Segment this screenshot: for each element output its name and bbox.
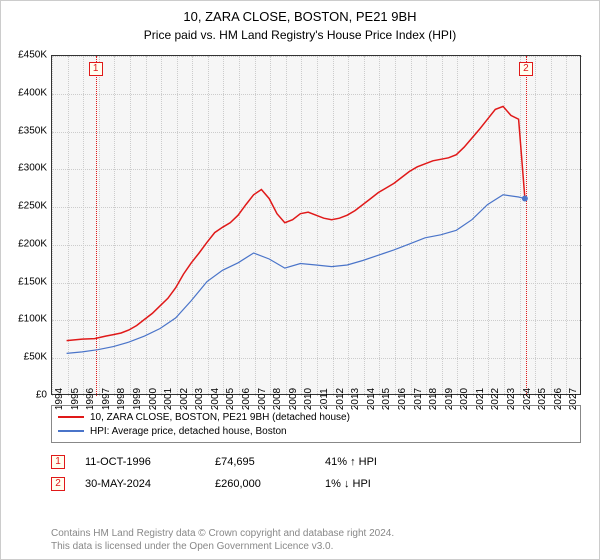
y-axis-label: £0 (36, 390, 47, 401)
footer-line1: Contains HM Land Registry data © Crown c… (51, 527, 581, 540)
transaction-price: £74,695 (215, 456, 305, 468)
series-line-price_paid (67, 106, 525, 340)
chart-title-address: 10, ZARA CLOSE, BOSTON, PE21 9BH (1, 1, 599, 24)
y-axis-label: £150K (18, 276, 47, 287)
footer-attribution: Contains HM Land Registry data © Crown c… (51, 527, 581, 553)
legend: 10, ZARA CLOSE, BOSTON, PE21 9BH (detach… (51, 405, 581, 443)
legend-swatch (58, 416, 84, 418)
legend-label: HPI: Average price, detached house, Bost… (90, 426, 287, 437)
y-axis-label: £50K (24, 352, 47, 363)
transaction-marker: 2 (51, 477, 65, 491)
y-axis-label: £100K (18, 314, 47, 325)
transaction-rows: 1 11-OCT-1996 £74,695 41% ↑ HPI 2 30-MAY-2024… (51, 451, 581, 495)
legend-item: 10, ZARA CLOSE, BOSTON, PE21 9BH (detach… (58, 410, 574, 424)
transaction-delta: 41% ↑ HPI (325, 456, 377, 468)
chart-container: 10, ZARA CLOSE, BOSTON, PE21 9BH Price p… (0, 0, 600, 560)
legend-item: HPI: Average price, detached house, Bost… (58, 424, 574, 438)
y-axis-label: £250K (18, 201, 47, 212)
y-axis-label: £400K (18, 87, 47, 98)
legend-label: 10, ZARA CLOSE, BOSTON, PE21 9BH (detach… (90, 412, 350, 423)
transaction-delta: 1% ↓ HPI (325, 478, 371, 490)
y-axis-label: £350K (18, 125, 47, 136)
legend-swatch (58, 430, 84, 432)
chart-subtitle: Price paid vs. HM Land Registry's House … (1, 24, 599, 42)
transaction-date: 11-OCT-1996 (85, 456, 195, 468)
transaction-row: 2 30-MAY-2024 £260,000 1% ↓ HPI (51, 473, 581, 495)
series-line-hpi (67, 195, 525, 354)
y-axis-label: £300K (18, 163, 47, 174)
transaction-marker: 1 (51, 455, 65, 469)
chart-area: 12 £0£50K£100K£150K£200K£250K£300K£350K£… (51, 55, 581, 395)
y-axis-label: £450K (18, 50, 47, 61)
end-point-marker (522, 196, 528, 202)
transaction-price: £260,000 (215, 478, 305, 490)
transaction-date: 30-MAY-2024 (85, 478, 195, 490)
chart-lines (51, 55, 581, 395)
y-axis-label: £200K (18, 238, 47, 249)
footer-line2: This data is licensed under the Open Gov… (51, 540, 581, 553)
transaction-row: 1 11-OCT-1996 £74,695 41% ↑ HPI (51, 451, 581, 473)
